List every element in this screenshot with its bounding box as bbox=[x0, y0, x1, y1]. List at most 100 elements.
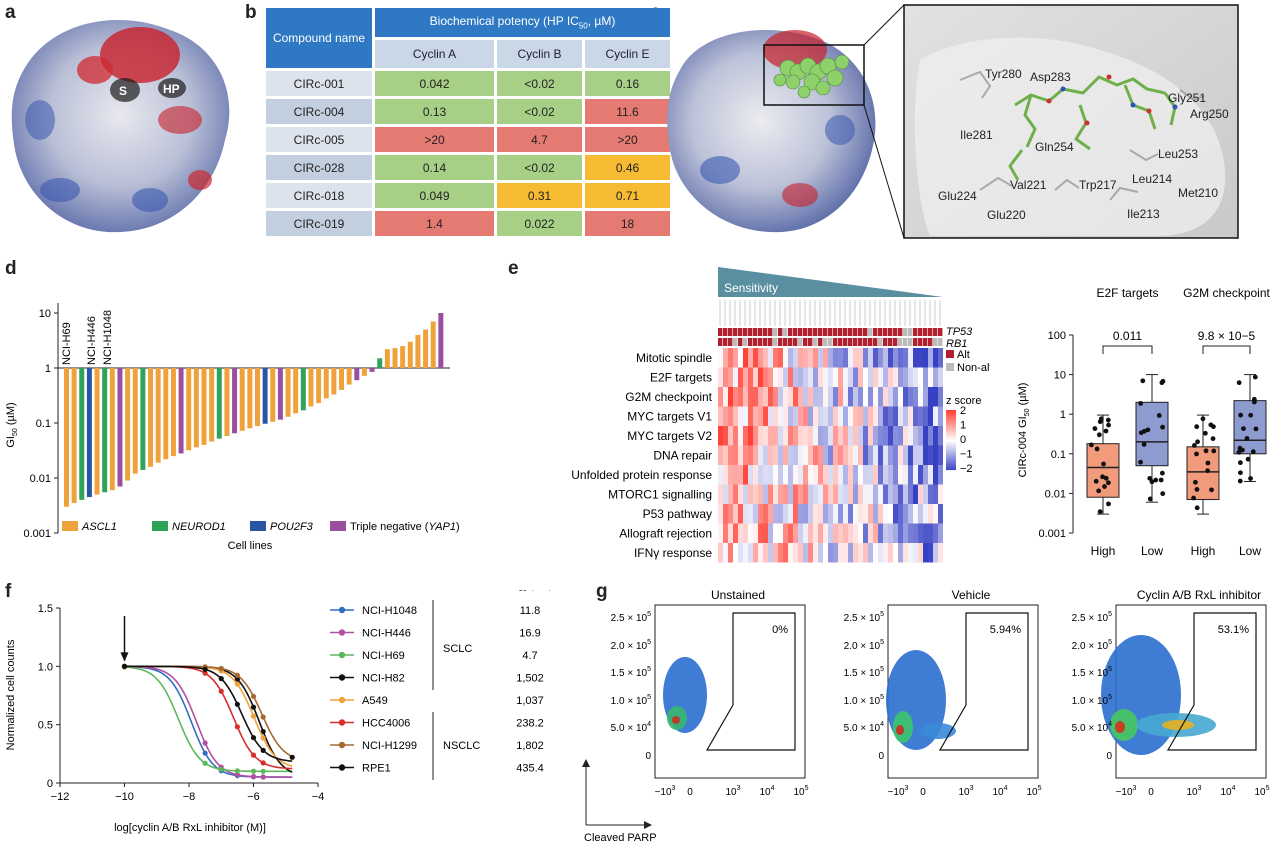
data-point bbox=[1153, 477, 1159, 483]
heatmap-cell bbox=[843, 465, 848, 485]
p-value: 9.8 × 10−5 bbox=[1198, 329, 1256, 343]
heatmap-cell bbox=[718, 465, 723, 485]
heatmap-cell bbox=[908, 523, 913, 543]
data-point bbox=[218, 665, 224, 672]
legend-swatch bbox=[152, 521, 168, 531]
tp53-cell bbox=[873, 328, 878, 336]
colorbar-segment bbox=[946, 420, 956, 423]
heatmap-cell bbox=[863, 426, 868, 446]
tp53-cell bbox=[928, 328, 933, 336]
heatmap-cell bbox=[828, 504, 833, 524]
heatmap-cell bbox=[928, 465, 933, 485]
heatmap-cell bbox=[718, 504, 723, 524]
heatmap-cell bbox=[838, 445, 843, 465]
heatmap-cell bbox=[753, 445, 758, 465]
tp53-cell bbox=[813, 328, 818, 336]
potency-cell: <0.02 bbox=[497, 155, 582, 180]
heatmap-cell bbox=[768, 484, 773, 504]
rb1-cell bbox=[768, 338, 773, 346]
heatmap-cell bbox=[808, 465, 813, 485]
ec50-value: 16.9 bbox=[519, 628, 540, 640]
potency-cell: >20 bbox=[375, 127, 494, 152]
x-tick-label: −8 bbox=[183, 791, 196, 803]
rb1-cell bbox=[923, 338, 928, 346]
heatmap-cell bbox=[788, 504, 793, 524]
legend-label: NEUROD1 bbox=[172, 521, 226, 533]
ligand-spheres bbox=[773, 54, 850, 99]
data-point bbox=[1147, 496, 1153, 502]
group-label-sclc: SCLC bbox=[443, 643, 472, 655]
data-point bbox=[1252, 374, 1258, 380]
bar bbox=[170, 368, 176, 457]
x-tick-label: 105 bbox=[793, 785, 808, 798]
bar bbox=[64, 368, 69, 507]
heatmap-cell bbox=[863, 465, 868, 485]
rb1-cell bbox=[718, 338, 723, 346]
residue-label: Ile213 bbox=[1127, 207, 1160, 221]
heatmap-cell bbox=[873, 484, 878, 504]
heatmap-cell bbox=[898, 504, 903, 524]
heatmap-cell bbox=[863, 406, 868, 426]
colorbar-segment bbox=[946, 435, 956, 438]
heatmap-cell bbox=[848, 406, 853, 426]
heatmap-cell bbox=[788, 543, 793, 563]
panel-label-d: d bbox=[5, 258, 17, 279]
y-tick-label: 2.0 × 105 bbox=[1072, 639, 1112, 652]
bar bbox=[255, 368, 260, 427]
heatmap-cell bbox=[913, 504, 918, 524]
data-point bbox=[202, 750, 208, 756]
y-tick-label: 0 bbox=[878, 751, 884, 762]
tp53-cell bbox=[783, 328, 788, 336]
heatmap-cell bbox=[938, 465, 943, 485]
bar bbox=[86, 368, 92, 498]
tp53-cell bbox=[863, 328, 868, 336]
data-point bbox=[121, 663, 128, 669]
legend-swatch bbox=[62, 521, 78, 531]
bar bbox=[415, 334, 421, 368]
heatmap-cell bbox=[828, 367, 833, 387]
data-point bbox=[1237, 460, 1243, 466]
heatmap-cell bbox=[838, 484, 843, 504]
heatmap-cell bbox=[758, 406, 763, 426]
rb1-cell bbox=[778, 338, 783, 346]
heatmap-cell bbox=[928, 367, 933, 387]
legend-marker bbox=[338, 696, 346, 704]
data-point bbox=[234, 768, 240, 774]
heatmap-cell bbox=[838, 406, 843, 426]
rb1-cell bbox=[938, 338, 943, 346]
bar bbox=[132, 368, 138, 474]
heatmap-cell bbox=[883, 387, 888, 407]
data-point bbox=[1238, 470, 1243, 476]
rb1-cell bbox=[928, 338, 933, 346]
heatmap-cell bbox=[753, 543, 758, 563]
heatmap-cell bbox=[908, 367, 913, 387]
y-tick-label: 0.1 bbox=[36, 418, 51, 430]
heatmap-cell bbox=[778, 426, 783, 446]
sensitivity-wedge bbox=[718, 267, 943, 297]
heatmap-cell bbox=[833, 348, 838, 368]
data-point bbox=[1195, 439, 1200, 445]
heatmap-cell bbox=[733, 367, 738, 387]
heatmap-cell bbox=[768, 387, 773, 407]
compound-name-cell: CIRc-019 bbox=[266, 211, 372, 236]
heatmap-cell bbox=[873, 426, 878, 446]
column-header: Cyclin A bbox=[375, 39, 494, 68]
rb1-cell bbox=[893, 338, 898, 346]
residue-label: Gln254 bbox=[1035, 140, 1074, 154]
heatmap-cell bbox=[733, 484, 738, 504]
data-point bbox=[234, 724, 240, 730]
heatmap-cell bbox=[778, 387, 783, 407]
colorbar-segment bbox=[946, 443, 956, 445]
heatmap-cell bbox=[723, 523, 728, 543]
heatmap-cell bbox=[918, 543, 923, 563]
heatmap-cell bbox=[728, 484, 733, 504]
heatmap-cell bbox=[773, 543, 778, 563]
heatmap-cell bbox=[863, 523, 868, 543]
heatmap-cell bbox=[933, 406, 938, 426]
heatmap-cell bbox=[858, 523, 863, 543]
x-axis-label: Cell lines bbox=[228, 540, 273, 552]
heatmap-cell bbox=[818, 367, 823, 387]
heatmap-cell bbox=[798, 348, 803, 368]
heatmap-cell bbox=[863, 543, 868, 563]
x-tick-label: −12 bbox=[51, 791, 70, 803]
